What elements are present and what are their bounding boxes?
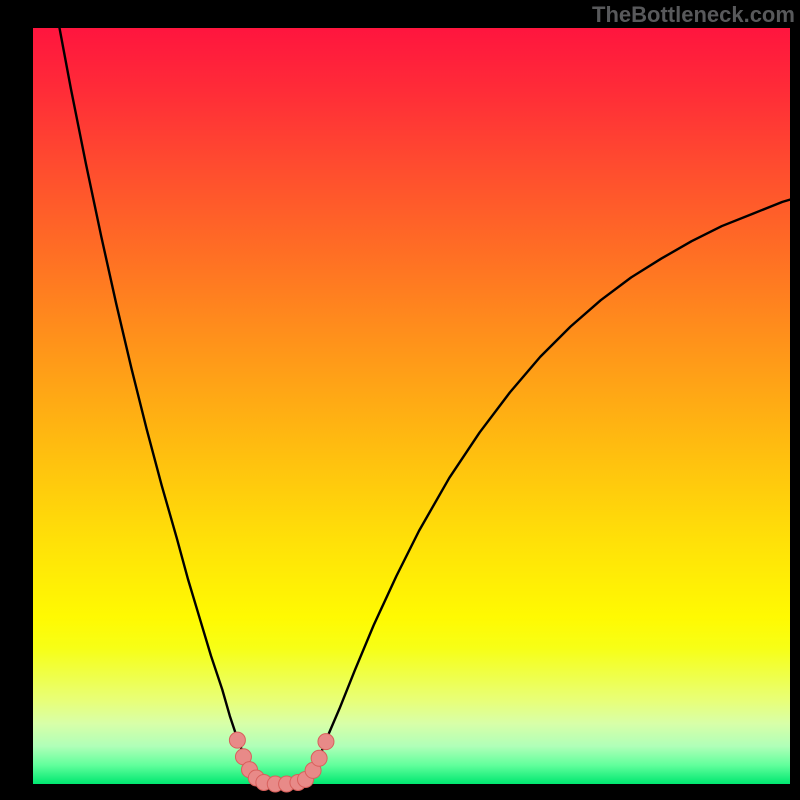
watermark-text: TheBottleneck.com (592, 2, 795, 28)
chart-container: TheBottleneck.com (0, 0, 800, 800)
plot-area (33, 28, 790, 784)
